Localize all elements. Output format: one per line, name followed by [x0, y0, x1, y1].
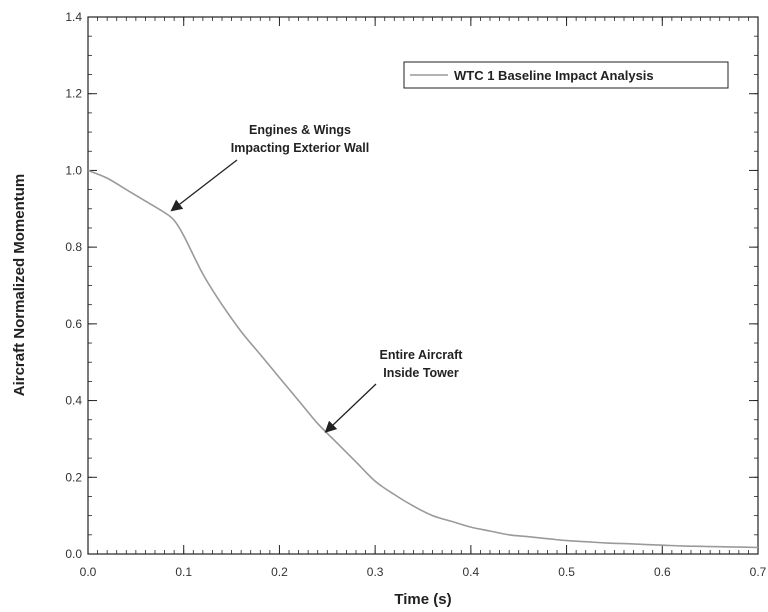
- y-axis-title: Aircraft Normalized Momentum: [11, 174, 28, 397]
- legend-entry-label: WTC 1 Baseline Impact Analysis: [454, 68, 654, 83]
- y-tick-label: 0.4: [65, 394, 82, 408]
- legend-box: [403, 61, 729, 89]
- y-tick-label: 0.8: [65, 240, 82, 254]
- y-tick-label: 1.0: [65, 163, 82, 177]
- x-tick-label: 0.2: [271, 565, 288, 579]
- y-tick-label: 0.0: [65, 547, 82, 561]
- x-axis-title: Time (s): [394, 591, 451, 608]
- x-tick-label: 0.7: [750, 565, 767, 579]
- y-tick-label: 1.2: [65, 87, 82, 101]
- annotation-engines-wings-line-1: Engines & Wings: [249, 123, 351, 137]
- x-tick-label: 0.0: [80, 565, 97, 579]
- legend: WTC 1 Baseline Impact Analysis: [403, 61, 729, 89]
- annotation-entire-aircraft-arrow: [324, 383, 377, 433]
- y-tick-label: 1.4: [65, 10, 82, 24]
- plot-frame: [87, 16, 759, 555]
- annotation-engines-wings: Engines & Wings Impacting Exterior Wall: [170, 123, 369, 212]
- annotation-entire-aircraft-line-1: Entire Aircraft: [380, 348, 464, 362]
- x-tick-labels: 0.0 0.1 0.2 0.3 0.4 0.5 0.6 0.7: [80, 565, 767, 579]
- x-tick-label: 0.4: [463, 565, 480, 579]
- x-tick-label: 0.3: [367, 565, 384, 579]
- minor-ticks: [87, 16, 759, 555]
- major-ticks: [87, 16, 759, 555]
- annotation-engines-wings-arrow: [170, 159, 238, 212]
- series-line-wtc1-baseline: [87, 169, 759, 549]
- annotation-entire-aircraft: Entire Aircraft Inside Tower: [324, 348, 464, 433]
- y-tick-label: 0.2: [65, 470, 82, 484]
- x-tick-label: 0.5: [558, 565, 575, 579]
- annotation-entire-aircraft-line-2: Inside Tower: [383, 366, 459, 380]
- x-tick-label: 0.1: [175, 565, 192, 579]
- y-tick-label: 0.6: [65, 317, 82, 331]
- x-tick-label: 0.6: [654, 565, 671, 579]
- annotation-engines-wings-line-2: Impacting Exterior Wall: [231, 141, 369, 155]
- y-tick-labels: 0.0 0.2 0.4 0.6 0.8 1.0 1.2 1.4: [65, 10, 82, 561]
